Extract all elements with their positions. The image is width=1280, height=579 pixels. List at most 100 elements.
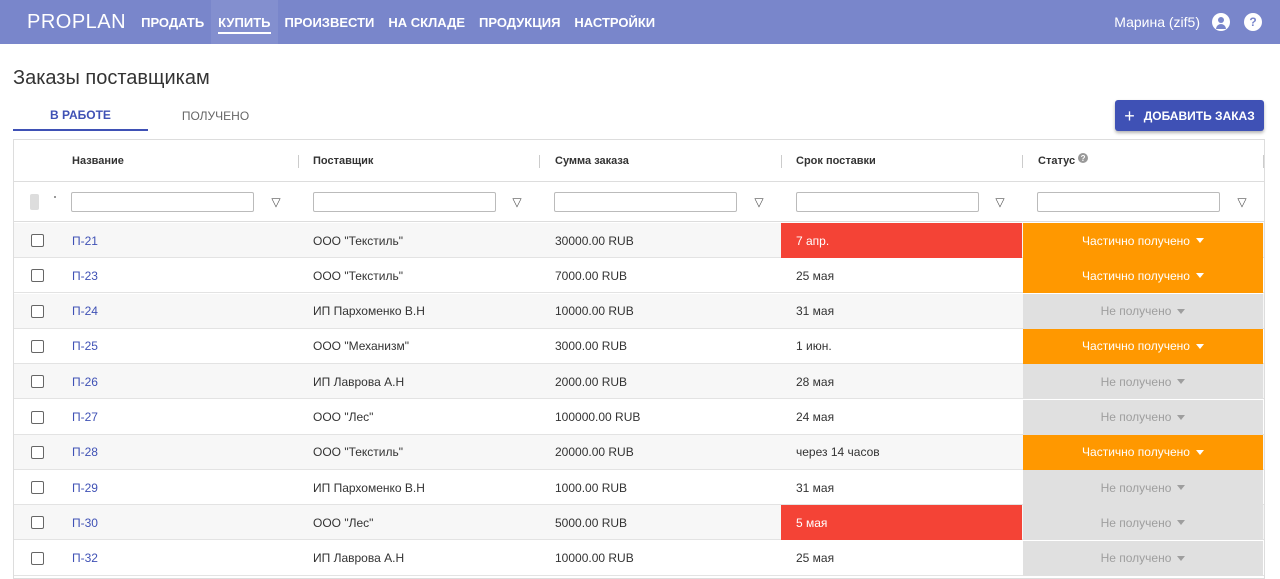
funnel-icon[interactable]: ▽ [754, 195, 764, 209]
order-status-label: Не получено [1100, 515, 1172, 530]
caret-down-icon [1195, 343, 1204, 349]
filter-input-deadline[interactable] [796, 192, 979, 212]
caret-down-icon [1177, 414, 1186, 420]
table-row[interactable]: П-21 ООО "Текстиль" 30000.00 RUB 7 апр. Част… [14, 223, 1264, 258]
order-status-dropdown[interactable]: Не получено [1023, 399, 1263, 435]
order-name-link[interactable]: П-23 [72, 268, 98, 283]
order-amount: 5000.00 RUB [555, 515, 628, 530]
account-circle-icon[interactable] [1212, 13, 1230, 31]
column-header-status-label: Статус [1038, 155, 1076, 167]
add-order-button[interactable]: + ДОБАВИТЬ ЗАКАЗ [1115, 100, 1264, 131]
row-checkbox[interactable] [31, 375, 44, 389]
row-checkbox[interactable] [31, 339, 44, 353]
column-header-name[interactable]: Название [72, 155, 124, 167]
order-amount: 30000.00 RUB [555, 233, 634, 248]
table-row[interactable]: П-25 ООО "Механизм" 3000.00 RUB 1 июн. Части… [14, 328, 1264, 364]
tab-received[interactable]: ПОЛУЧЕНО [181, 108, 250, 123]
order-name-link[interactable]: П-25 [72, 339, 98, 354]
row-checkbox[interactable] [31, 551, 44, 565]
order-supplier: ООО "Лес" [313, 515, 374, 530]
order-status-dropdown[interactable]: Частично получено [1023, 258, 1263, 294]
nav-item-buy[interactable]: КУПИТЬ [211, 0, 278, 44]
nav-item-sell[interactable]: ПРОДАТЬ [141, 14, 205, 30]
filter-input-name[interactable] [71, 192, 254, 212]
order-name-link[interactable]: П-21 [72, 233, 98, 248]
column-header-supplier[interactable]: Поставщик [313, 155, 374, 167]
main-nav: ПРОДАТЬ КУПИТЬ ПРОИЗВЕСТИ НА СКЛАДЕ ПРОД… [134, 0, 662, 44]
row-checkbox[interactable] [31, 481, 44, 495]
row-checkbox[interactable] [31, 269, 44, 283]
table-row[interactable]: П-27 ООО "Лес" 100000.00 RUB 24 мая Не получ… [14, 399, 1264, 435]
select-all-checkbox[interactable] [30, 194, 39, 210]
order-amount: 3000.00 RUB [555, 339, 628, 354]
nav-item-products[interactable]: ПРОДУКЦИЯ [479, 14, 561, 30]
funnel-icon[interactable]: ▽ [271, 195, 281, 209]
row-checkbox[interactable] [31, 234, 44, 247]
app-logo[interactable]: PROPLAN [27, 10, 127, 33]
funnel-icon[interactable]: ▽ [995, 195, 1005, 209]
orders-table: Название Поставщик Сумма заказа Срок пос… [13, 139, 1265, 579]
order-deadline: 5 мая [781, 505, 1022, 541]
help-circle-icon[interactable]: ? [1244, 13, 1262, 31]
order-status-dropdown[interactable]: Частично получено [1023, 434, 1263, 470]
order-status-dropdown[interactable]: Частично получено [1023, 328, 1263, 364]
order-tabs: В РАБОТЕ ПОЛУЧЕНО [13, 100, 283, 131]
funnel-icon[interactable]: ▽ [512, 195, 522, 209]
nav-item-produce[interactable]: ПРОИЗВЕСТИ [284, 14, 375, 30]
caret-down-icon [1177, 555, 1186, 561]
order-status-dropdown[interactable]: Не получено [1023, 540, 1263, 576]
help-icon[interactable]: ? [1078, 153, 1089, 163]
order-supplier: ИП Лаврова А.Н [313, 551, 405, 566]
caret-down-icon [1177, 485, 1186, 491]
table-row[interactable]: П-24 ИП Пархоменко В.Н 10000.00 RUB 31 мая Н… [14, 293, 1264, 329]
order-deadline: 31 мая [796, 304, 835, 319]
order-status-dropdown[interactable]: Не получено [1023, 364, 1263, 400]
filter-input-supplier[interactable] [313, 192, 496, 212]
order-status-label: Частично получено [1082, 233, 1190, 248]
add-order-button-label: ДОБАВИТЬ ЗАКАЗ [1143, 108, 1255, 123]
order-name-link[interactable]: П-26 [72, 374, 98, 389]
tab-in-progress[interactable]: В РАБОТЕ [13, 100, 148, 131]
column-header-status[interactable]: Статус ? [1038, 140, 1089, 182]
order-name-link[interactable]: П-27 [72, 410, 98, 424]
caret-down-icon [1177, 308, 1186, 314]
order-status-label: Частично получено [1082, 445, 1190, 460]
order-status-label: Частично получено [1082, 339, 1190, 354]
order-status-label: Не получено [1100, 304, 1172, 319]
row-checkbox[interactable] [31, 304, 44, 318]
order-deadline: 7 апр. [781, 223, 1022, 258]
filter-input-status[interactable] [1037, 192, 1220, 212]
funnel-icon[interactable]: ▽ [1237, 195, 1247, 209]
table-row[interactable]: П-29 ИП Пархоменко В.Н 1000.00 RUB 31 мая Не… [14, 470, 1264, 506]
order-deadline: 24 мая [796, 410, 835, 424]
order-supplier: ИП Пархоменко В.Н [313, 480, 425, 495]
column-header-amount[interactable]: Сумма заказа [555, 155, 629, 167]
nav-item-stock[interactable]: НА СКЛАДЕ [388, 14, 465, 30]
filter-input-amount[interactable] [554, 192, 737, 212]
row-checkbox[interactable] [31, 516, 44, 530]
order-amount: 10000.00 RUB [555, 304, 634, 319]
caret-down-icon [1195, 238, 1204, 243]
order-name-link[interactable]: П-29 [72, 480, 98, 495]
nav-item-settings[interactable]: НАСТРОЙКИ [574, 14, 656, 30]
table-row[interactable]: П-30 ООО "Лес" 5000.00 RUB 5 мая Не получено [14, 505, 1264, 541]
user-name[interactable]: Марина (zif5) [1114, 14, 1200, 30]
column-header-deadline[interactable]: Срок поставки [796, 155, 876, 167]
row-checkbox[interactable] [31, 410, 44, 424]
table-row[interactable]: П-26 ИП Лаврова А.Н 2000.00 RUB 28 мая Не по… [14, 364, 1264, 400]
order-name-link[interactable]: П-24 [72, 304, 98, 319]
table-row[interactable]: П-32 ИП Лаврова А.Н 10000.00 RUB 25 мая Не п… [14, 540, 1264, 576]
order-status-dropdown[interactable]: Не получено [1023, 293, 1263, 329]
order-name-link[interactable]: П-32 [72, 551, 98, 566]
order-status-label: Не получено [1100, 410, 1172, 424]
order-name-link[interactable]: П-30 [72, 515, 98, 530]
order-name-link[interactable]: П-28 [72, 445, 98, 460]
table-row[interactable]: П-28 ООО "Текстиль" 20000.00 RUB через 14 ч… [14, 434, 1264, 470]
table-row[interactable]: П-23 ООО "Текстиль" 7000.00 RUB 25 мая Части… [14, 258, 1264, 294]
order-status-dropdown[interactable]: Не получено [1023, 505, 1263, 541]
order-deadline: через 14 часов [796, 445, 880, 460]
row-checkbox[interactable] [31, 445, 44, 459]
order-status-dropdown[interactable]: Частично получено [1023, 223, 1263, 258]
order-supplier: ООО "Текстиль" [313, 445, 404, 460]
order-status-dropdown[interactable]: Не получено [1023, 470, 1263, 506]
